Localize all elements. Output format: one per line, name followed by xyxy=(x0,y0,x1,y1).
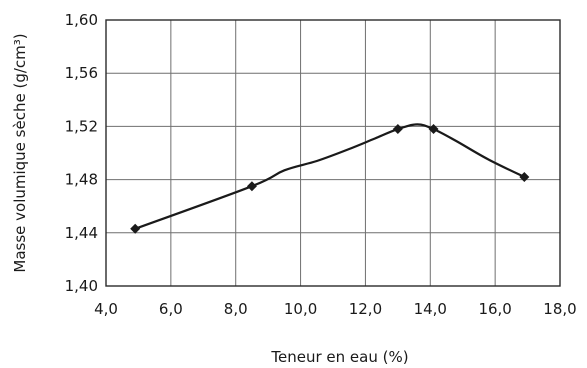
data-point-marker xyxy=(519,171,530,182)
y-tick-label: 1,48 xyxy=(65,171,98,189)
x-tick-label: 12,0 xyxy=(349,300,382,318)
plot-frame xyxy=(105,19,561,287)
y-axis-title: Masse volumique sèche (g/cm³) xyxy=(11,33,29,272)
x-tick-label: 14,0 xyxy=(414,300,447,318)
data-point-marker xyxy=(392,124,403,135)
data-point-marker xyxy=(428,124,439,135)
data-points xyxy=(130,124,530,234)
grid xyxy=(105,19,561,287)
x-tick-label: 10,0 xyxy=(284,300,317,318)
compaction-curve xyxy=(134,123,526,230)
x-tick-label: 6,0 xyxy=(159,300,183,318)
x-tick-label: 4,0 xyxy=(94,300,118,318)
x-tick-label: 18,0 xyxy=(543,300,576,318)
y-tick-labels: 1,40 1,44 1,48 1,52 1,56 1,60 xyxy=(65,11,98,295)
data-point-marker xyxy=(246,181,257,192)
data-point-marker xyxy=(130,223,141,234)
x-tick-label: 8,0 xyxy=(224,300,248,318)
y-tick-label: 1,56 xyxy=(65,64,98,82)
y-tick-label: 1,40 xyxy=(65,277,98,295)
y-tick-label: 1,60 xyxy=(65,11,98,29)
y-tick-label: 1,52 xyxy=(65,117,98,135)
y-tick-label: 1,44 xyxy=(65,224,98,242)
x-axis-title: Teneur en eau (%) xyxy=(270,348,408,366)
x-tick-labels: 4,0 6,0 8,0 10,0 12,0 14,0 16,0 18,0 xyxy=(94,300,577,318)
x-tick-label: 16,0 xyxy=(478,300,511,318)
